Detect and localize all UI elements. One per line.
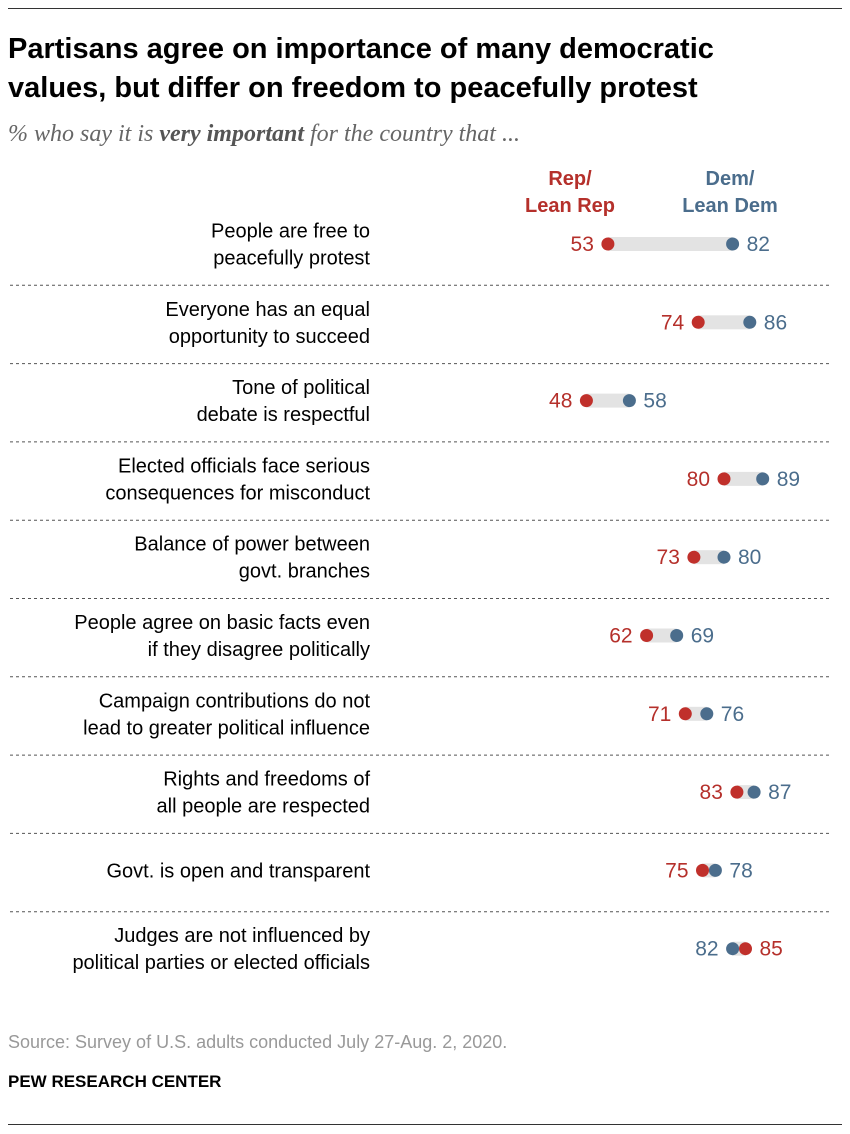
- rep-dot: [696, 863, 709, 877]
- legend-rep-line-1: Rep/: [548, 168, 592, 190]
- row-label-line: Judges are not influenced by: [114, 925, 370, 947]
- rep-value-label: 83: [700, 781, 723, 804]
- subtitle-emphasis: very important: [159, 121, 304, 147]
- row-label-line: People agree on basic facts even: [74, 612, 370, 634]
- dem-dot: [622, 394, 636, 408]
- rep-value-label: 75: [665, 859, 688, 882]
- dem-dot: [747, 785, 761, 799]
- rep-dot: [678, 707, 692, 721]
- rep-dot: [579, 394, 593, 408]
- gap-bar: [586, 393, 630, 408]
- rep-value-label: 48: [549, 390, 572, 413]
- rep-dot: [739, 942, 752, 956]
- row-label-line: Govt. is open and transparent: [107, 860, 371, 882]
- bottom-rule: [8, 1124, 842, 1125]
- dem-value-label: 86: [764, 311, 787, 334]
- rep-value-label: 53: [571, 233, 594, 256]
- source-note: Source: Survey of U.S. adults conducted …: [8, 1032, 508, 1052]
- gap-bar: [724, 471, 763, 486]
- top-rule: [8, 8, 842, 9]
- row-label-line: Tone of political: [232, 377, 370, 399]
- rep-value-label: 71: [648, 703, 671, 726]
- row-label-line: govt. branches: [239, 561, 370, 583]
- row-label-line: all people are respected: [157, 796, 370, 818]
- rep-dot: [601, 237, 615, 251]
- gap-bar: [646, 628, 677, 643]
- row-label-line: debate is respectful: [197, 404, 370, 426]
- legend-rep-line-2: Lean Rep: [524, 195, 616, 217]
- gap-bar: [698, 315, 750, 330]
- rep-value-label: 74: [661, 311, 685, 334]
- dem-dot: [756, 472, 770, 486]
- rep-dot: [687, 550, 701, 564]
- row-label-line: Balance of power between: [134, 534, 370, 556]
- rep-value-label: 73: [657, 546, 680, 569]
- row-label-line: Everyone has an equal: [165, 299, 370, 321]
- rep-dot: [717, 472, 731, 486]
- rep-value-label: 62: [609, 625, 632, 648]
- dem-dot: [726, 237, 740, 251]
- legend-dem-line-2: Lean Dem: [682, 195, 778, 217]
- row-label-line: Elected officials face serious: [118, 455, 370, 477]
- row-label-line: peacefully protest: [213, 248, 370, 270]
- dem-value-label: 80: [738, 546, 761, 569]
- dem-value-label: 89: [777, 468, 800, 491]
- row-label-line: consequences for misconduct: [105, 482, 370, 504]
- rep-value-label: 85: [760, 938, 783, 961]
- dem-dot: [670, 629, 684, 642]
- dem-value-label: 78: [729, 859, 752, 882]
- chart-title: Partisans agree on importance of many de…: [8, 30, 838, 108]
- dem-dot: [700, 707, 714, 721]
- dem-dot: [717, 550, 731, 564]
- legend-dem-line-1: Dem/: [705, 168, 755, 190]
- row-label-line: People are free to: [211, 221, 370, 243]
- row-label-line: lead to greater political influence: [83, 717, 370, 739]
- title-line-2: values, but differ on freedom to peacefu…: [8, 72, 698, 104]
- legend-dem: Dem/ Lean Dem: [665, 166, 795, 220]
- rep-dot: [691, 315, 705, 329]
- gap-bar: [607, 237, 733, 251]
- title-line-1: Partisans agree on importance of many de…: [8, 33, 714, 65]
- rep-dot: [640, 629, 654, 642]
- row-label-line: political parties or elected officials: [72, 952, 370, 974]
- org-credit: PEW RESEARCH CENTER: [8, 1072, 222, 1091]
- dem-value-label: 69: [691, 625, 714, 648]
- rep-dot: [730, 785, 744, 799]
- dem-value-label: 82: [695, 938, 718, 961]
- dem-dot: [743, 315, 757, 329]
- row-label-line: if they disagree politically: [148, 639, 370, 661]
- dem-dot: [708, 863, 722, 877]
- dem-value-label: 58: [643, 390, 666, 413]
- dem-dot: [726, 942, 740, 956]
- dem-value-label: 76: [721, 703, 744, 726]
- row-label-line: Rights and freedoms of: [163, 769, 370, 791]
- row-label-line: Campaign contributions do not: [99, 690, 371, 712]
- legend-rep: Rep/ Lean Rep: [505, 166, 635, 220]
- gap-bar: [693, 550, 724, 565]
- rep-value-label: 80: [687, 468, 710, 491]
- row-label-line: opportunity to succeed: [169, 326, 370, 348]
- chart-subtitle: % who say it is very important for the c…: [8, 121, 838, 148]
- dem-value-label: 82: [747, 233, 770, 256]
- dem-value-label: 87: [768, 781, 791, 804]
- subtitle-pre: % who say it is: [8, 121, 160, 147]
- subtitle-post: for the country that ...: [304, 121, 520, 147]
